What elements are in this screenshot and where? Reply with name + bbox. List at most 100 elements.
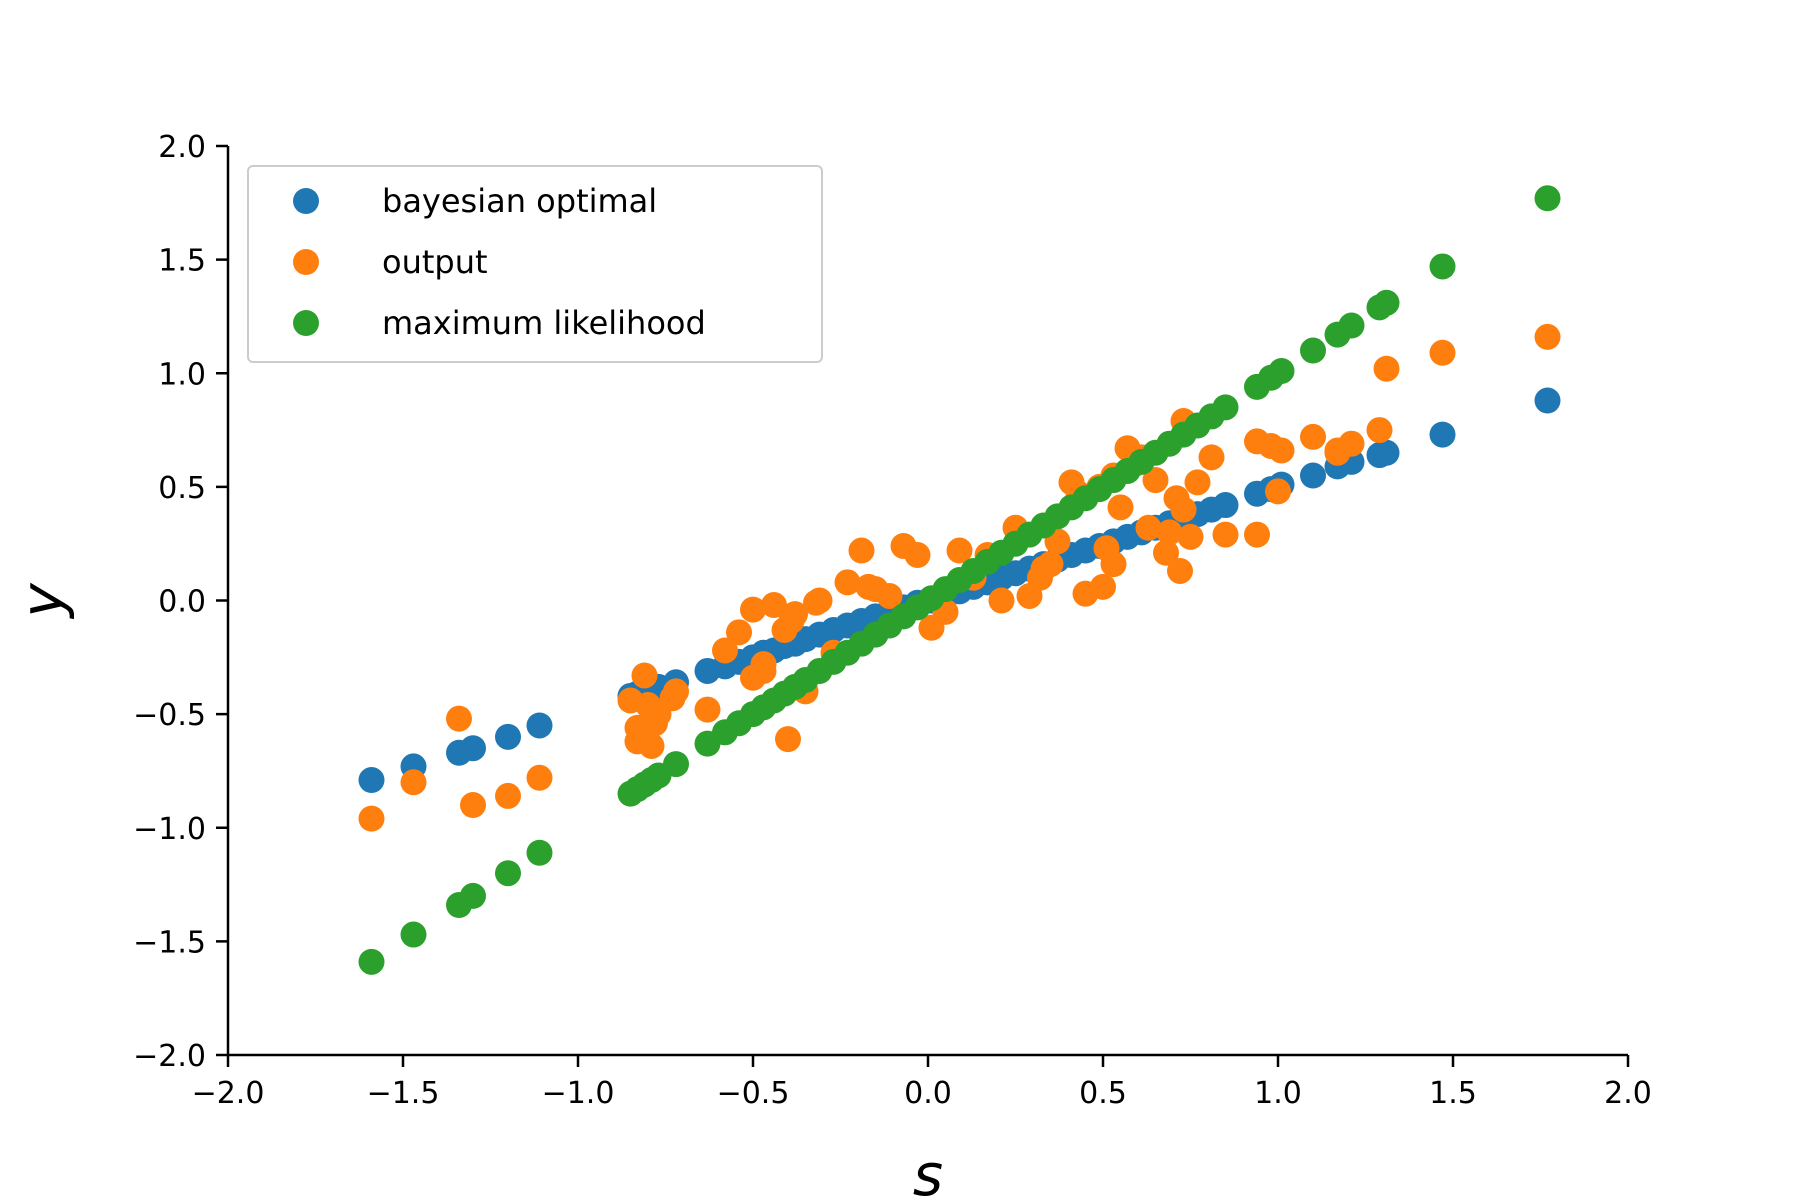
x-tick-label: 0.0: [904, 1076, 952, 1111]
data-point: [1037, 551, 1064, 578]
axes-layer: −2.0 −1.5 −1.0 −0.5 0.0 0.5 1.0 1.5 2.0 −2.0 −1.5…: [8, 130, 1652, 1204]
data-point: [460, 882, 486, 909]
x-axis-title: s: [913, 1141, 943, 1200]
data-point: [1153, 539, 1179, 566]
x-tick-label: −1.5: [367, 1076, 440, 1111]
data-point: [778, 607, 805, 634]
data-point: [1265, 478, 1291, 505]
data-point: [1135, 514, 1162, 541]
data-point: [1373, 355, 1400, 382]
data-point: [1268, 357, 1295, 384]
data-point: [988, 587, 1015, 614]
legend-label-bayesian-optimal: bayesian optimal: [382, 182, 657, 220]
y-tick-label: 0.0: [158, 585, 206, 620]
data-point: [1300, 423, 1326, 450]
x-tick-label: −1.0: [542, 1076, 615, 1111]
data-point: [1142, 467, 1169, 494]
data-point: [1534, 185, 1561, 212]
y-tick-label: 2.0: [158, 130, 206, 165]
legend: bayesian optimal output maximum likeliho…: [247, 165, 823, 363]
data-point: [1244, 521, 1270, 548]
data-point: [1100, 551, 1127, 578]
legend-label-output: output: [382, 243, 488, 281]
y-tick-label: −0.5: [133, 698, 206, 733]
x-tick-label: 2.0: [1604, 1076, 1652, 1111]
data-point: [1156, 519, 1183, 546]
data-point: [400, 769, 427, 796]
y-ticks: −2.0 −1.5 −1.0 −0.5 0.0 0.5 1.0 1.5 2.0: [133, 130, 228, 1074]
data-point: [750, 657, 777, 684]
data-point: [526, 764, 553, 791]
data-point: [855, 573, 882, 600]
legend-box: [247, 165, 823, 363]
data-point: [1212, 394, 1239, 421]
data-point: [526, 712, 553, 739]
legend-marker-maximum-likelihood: [293, 310, 319, 336]
data-point: [946, 537, 973, 564]
data-point: [1198, 444, 1225, 471]
data-point: [848, 537, 875, 564]
y-tick-label: −1.5: [133, 925, 206, 960]
x-tick-label: 1.0: [1254, 1076, 1302, 1111]
x-tick-label: 1.5: [1429, 1076, 1477, 1111]
data-point: [1534, 387, 1561, 414]
data-point: [1300, 462, 1326, 489]
data-point: [495, 782, 521, 809]
series-output: [358, 323, 1561, 832]
legend-marker-output: [293, 249, 319, 275]
data-point: [740, 596, 766, 623]
data-point: [624, 728, 651, 755]
data-point: [726, 619, 752, 646]
data-point: [631, 662, 658, 689]
data-point: [659, 685, 686, 712]
data-point: [1429, 339, 1456, 366]
data-point: [1212, 521, 1239, 548]
data-point: [834, 569, 861, 596]
data-point: [803, 589, 829, 616]
data-point: [876, 582, 903, 609]
y-tick-label: 0.5: [158, 471, 206, 506]
data-point: [1212, 492, 1239, 519]
data-point: [642, 710, 668, 737]
data-point: [1373, 439, 1400, 466]
y-tick-label: 1.0: [158, 357, 206, 392]
data-point: [712, 637, 738, 664]
data-point: [358, 805, 385, 832]
data-point: [1338, 312, 1365, 339]
data-point: [358, 767, 385, 794]
data-point: [495, 860, 521, 887]
data-point: [1167, 557, 1193, 584]
data-point: [1184, 469, 1211, 496]
y-axis-title: y: [8, 583, 76, 620]
x-ticks: −2.0 −1.5 −1.0 −0.5 0.0 0.5 1.0 1.5 2.0: [192, 1055, 1652, 1111]
legend-label-maximum-likelihood: maximum likelihood: [382, 304, 706, 342]
data-point: [526, 839, 553, 866]
data-point: [1268, 437, 1295, 464]
data-point: [1170, 496, 1197, 523]
data-point: [400, 921, 427, 948]
data-point: [1373, 289, 1400, 316]
data-point: [694, 696, 721, 723]
y-tick-label: −1.0: [133, 812, 206, 847]
data-point: [495, 723, 521, 750]
data-point: [1090, 573, 1116, 600]
y-tick-label: 1.5: [158, 244, 206, 279]
series-maximum-likelihood: [358, 185, 1561, 975]
x-tick-label: 0.5: [1079, 1076, 1127, 1111]
data-point: [1429, 421, 1456, 448]
data-point: [1366, 417, 1393, 444]
data-point: [1177, 523, 1204, 550]
data-point: [358, 948, 385, 975]
data-point: [1324, 437, 1351, 464]
data-point: [1534, 323, 1561, 350]
data-point: [1429, 253, 1456, 280]
data-point: [460, 735, 486, 762]
data-point: [1107, 494, 1134, 521]
legend-marker-bayesian-optimal: [293, 188, 319, 214]
marks-layer: [358, 185, 1561, 975]
data-point: [1300, 337, 1326, 364]
data-point: [460, 792, 486, 819]
data-point: [446, 705, 472, 732]
